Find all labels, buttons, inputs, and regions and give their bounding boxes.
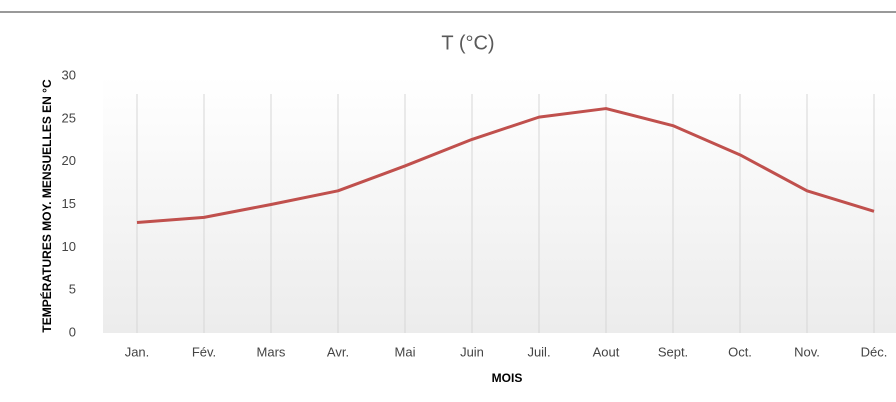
x-tick-label: Juil.: [527, 344, 550, 359]
plot-background: [103, 76, 896, 333]
x-tick-label: Juin: [460, 344, 484, 359]
x-tick-label: Mai: [395, 344, 416, 359]
x-tick-label: Fév.: [192, 344, 216, 359]
line: [136, 107, 875, 224]
x-tick-label: Mars: [257, 344, 286, 359]
chart-title: T (°C): [441, 32, 494, 54]
y-tick-label: 5: [69, 282, 76, 297]
x-tick-label: Oct.: [728, 344, 752, 359]
y-tick-label: 15: [62, 196, 76, 211]
x-tick-label: Jan.: [125, 344, 150, 359]
y-tick-label: 20: [62, 153, 76, 168]
y-axis-label: TEMPÉRATURES MOY. MENSUELLES EN °C: [39, 79, 54, 333]
x-tick-label: Avr.: [327, 344, 349, 359]
y-tick-label: 10: [62, 239, 76, 254]
y-tick-label: 0: [69, 324, 76, 339]
x-axis-label: MOIS: [492, 371, 523, 385]
x-tick-label: Déc.: [861, 344, 888, 359]
x-tick-label: Aout: [593, 344, 620, 359]
x-tick-label: Nov.: [794, 344, 820, 359]
x-tick-label: Sept.: [658, 344, 688, 359]
y-tick-label: 25: [62, 110, 76, 125]
y-tick-label: 30: [62, 67, 76, 82]
